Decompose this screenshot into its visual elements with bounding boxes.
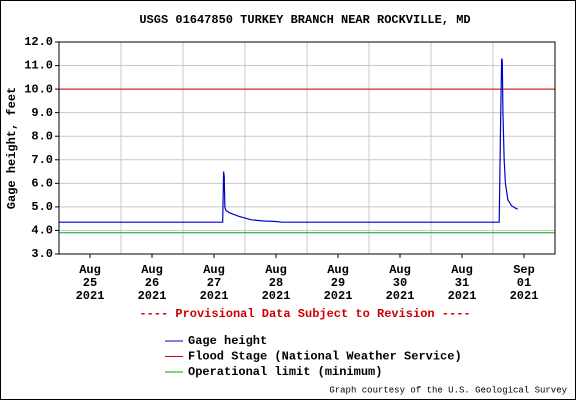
x-tick-label: Sep (513, 263, 535, 277)
y-tick-label: 5.0 (31, 200, 53, 214)
y-tick-label: 12.0 (24, 35, 53, 49)
x-tick-label: 2021 (262, 289, 291, 303)
x-tick-label: 27 (207, 276, 221, 290)
legend-label: Gage height (188, 334, 267, 348)
y-tick-label: 7.0 (31, 153, 53, 167)
data-line (59, 58, 519, 223)
notice: ---- Provisional Data Subject to Revisio… (139, 307, 470, 321)
x-tick-label: Aug (141, 263, 163, 277)
x-tick-label: 31 (455, 276, 469, 290)
x-tick-label: Aug (79, 263, 101, 277)
x-tick-label: 2021 (138, 289, 167, 303)
x-tick-label: Aug (203, 263, 225, 277)
x-tick-label: Aug (327, 263, 349, 277)
credit: Graph courtesy of the U.S. Geological Su… (329, 385, 567, 395)
x-tick-label: 2021 (76, 289, 105, 303)
x-tick-label: 26 (145, 276, 159, 290)
legend-label: Flood Stage (National Weather Service) (188, 350, 462, 364)
x-tick-label: 2021 (510, 289, 539, 303)
y-tick-label: 8.0 (31, 129, 53, 143)
y-axis-label: Gage height, feet (5, 87, 19, 209)
x-tick-label: Aug (451, 263, 473, 277)
legend-label: Operational limit (minimum) (188, 365, 382, 379)
x-tick-label: Aug (265, 263, 287, 277)
y-tick-label: 9.0 (31, 106, 53, 120)
y-tick-label: 6.0 (31, 177, 53, 191)
plot-border (58, 41, 556, 255)
y-tick-label: 10.0 (24, 82, 53, 96)
x-tick-label: 2021 (324, 289, 353, 303)
x-tick-label: 25 (83, 276, 97, 290)
y-tick-label: 11.0 (24, 59, 53, 73)
x-tick-label: 30 (393, 276, 407, 290)
x-tick-label: 2021 (386, 289, 415, 303)
x-tick-label: 2021 (200, 289, 229, 303)
x-tick-label: Aug (389, 263, 411, 277)
x-tick-label: 01 (517, 276, 531, 290)
y-tick-label: 3.0 (31, 247, 53, 261)
chart-title: USGS 01647850 TURKEY BRANCH NEAR ROCKVIL… (139, 13, 470, 27)
x-tick-label: 28 (269, 276, 283, 290)
x-tick-label: 2021 (448, 289, 477, 303)
y-tick-label: 4.0 (31, 224, 53, 238)
x-tick-label: 29 (331, 276, 345, 290)
